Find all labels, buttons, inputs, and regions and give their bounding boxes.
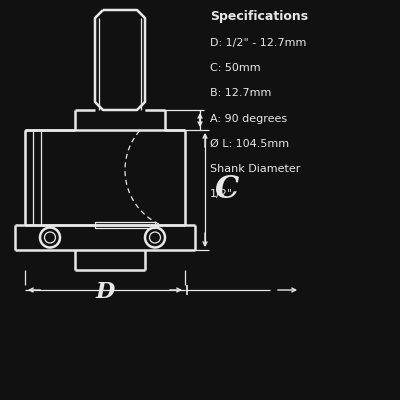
Text: C: 50mm: C: 50mm (210, 63, 261, 73)
Text: Specifications: Specifications (210, 10, 308, 23)
Text: Shank Diameter: Shank Diameter (210, 164, 300, 174)
Text: B: 12.7mm: B: 12.7mm (210, 88, 271, 98)
Text: D: 1/2" - 12.7mm: D: 1/2" - 12.7mm (210, 38, 306, 48)
Text: D: D (95, 281, 115, 303)
Text: C: C (215, 174, 239, 206)
Text: 1/2": 1/2" (210, 189, 233, 199)
Text: A: 90 degrees: A: 90 degrees (210, 114, 287, 124)
Text: Ø L: 104.5mm: Ø L: 104.5mm (210, 139, 289, 149)
Bar (95, 222, 155, 228)
